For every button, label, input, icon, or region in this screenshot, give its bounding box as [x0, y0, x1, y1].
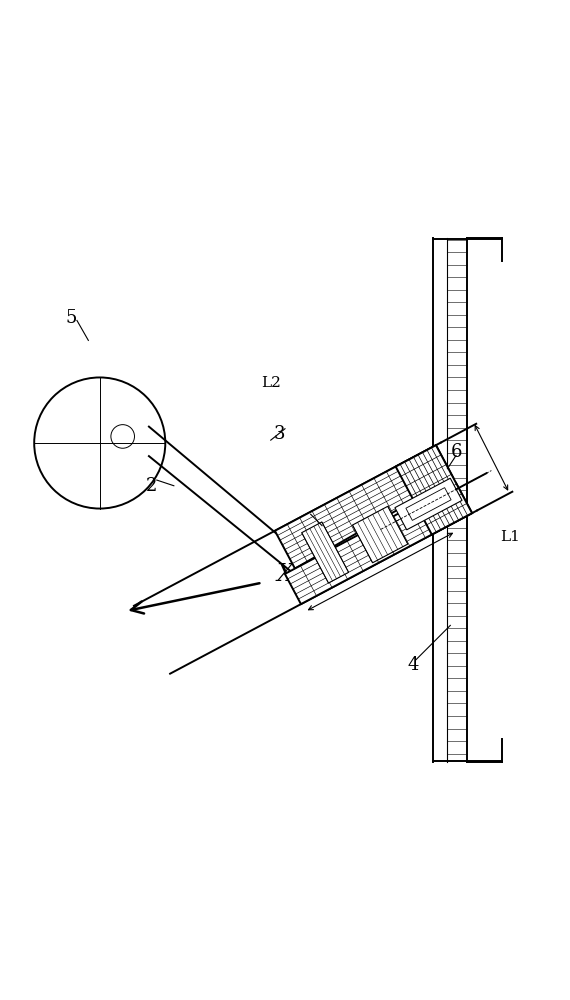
Text: 2: 2: [145, 477, 157, 495]
Text: 4: 4: [408, 656, 419, 674]
Polygon shape: [395, 478, 462, 530]
Text: L1: L1: [500, 530, 520, 544]
Text: 5: 5: [66, 309, 77, 327]
Text: L2: L2: [261, 376, 280, 390]
Polygon shape: [396, 445, 472, 535]
Polygon shape: [302, 522, 349, 583]
Polygon shape: [406, 488, 451, 520]
Polygon shape: [285, 483, 472, 604]
Polygon shape: [352, 506, 408, 563]
Text: X: X: [276, 563, 294, 586]
Polygon shape: [275, 445, 453, 569]
Text: 1: 1: [311, 522, 322, 540]
Text: 6: 6: [450, 443, 462, 461]
Text: 3: 3: [274, 425, 285, 443]
